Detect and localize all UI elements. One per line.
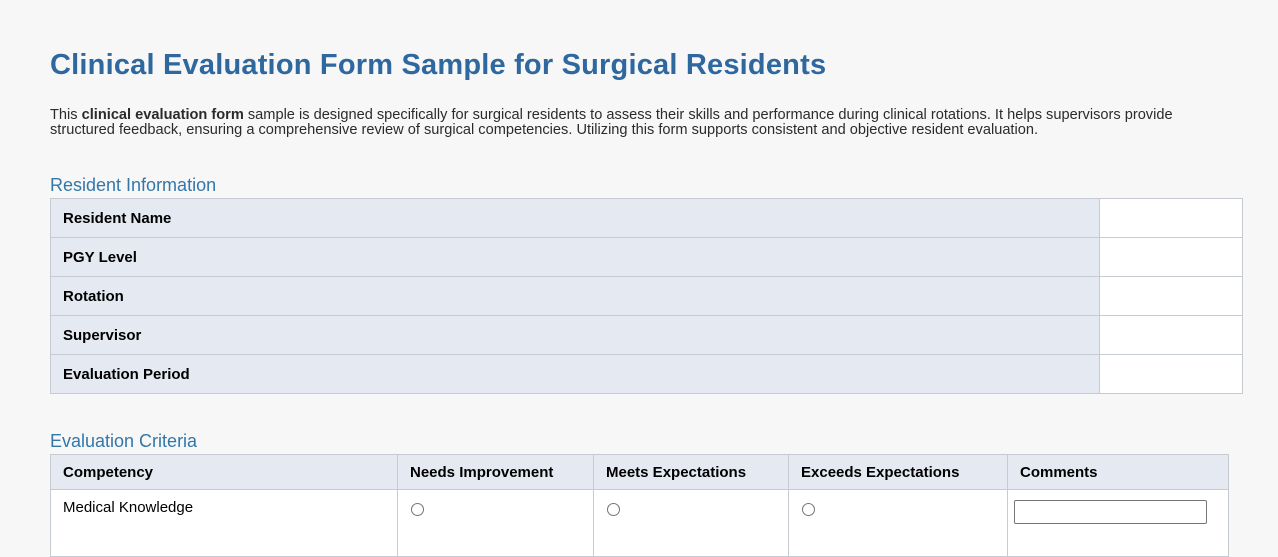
field-label-rotation: Rotation [50,276,1100,317]
resident-information-table: Resident Name PGY Level Rotation Supervi… [50,198,1243,395]
section-heading-evaluation-criteria: Evaluation Criteria [50,431,198,452]
field-value-evaluation-period[interactable] [1099,354,1243,395]
table-row: Evaluation Period [50,354,1243,395]
intro-paragraph: This clinical evaluation form sample is … [50,107,1228,139]
needs-improvement-radio[interactable] [411,503,424,517]
table-row: Supervisor [50,315,1243,356]
meets-expectations-cell [593,489,789,557]
intro-text-post: sample is designed specifically for surg… [50,107,1173,139]
criteria-row-medical-knowledge: Medical Knowledge [50,489,1229,557]
table-row: Resident Name [50,198,1243,239]
column-header-comments: Comments [1007,454,1229,491]
intro-text-bold: clinical evaluation form [81,107,244,123]
needs-improvement-cell [397,489,594,557]
page-title: Clinical Evaluation Form Sample for Surg… [50,49,827,81]
field-label-evaluation-period: Evaluation Period [50,354,1100,395]
table-row: Rotation [50,276,1243,317]
intro-text-pre: This [50,107,82,123]
comments-input[interactable] [1014,500,1207,525]
criteria-header-row: Competency Needs Improvement Meets Expec… [50,454,1229,491]
exceeds-expectations-radio[interactable] [802,503,815,517]
field-label-resident-name: Resident Name [50,198,1100,239]
table-row: PGY Level [50,237,1243,278]
meets-expectations-radio[interactable] [607,503,620,517]
competency-label: Medical Knowledge [50,489,398,557]
column-header-meets-expectations: Meets Expectations [593,454,789,491]
comments-cell [1007,489,1229,557]
evaluation-criteria-table: Competency Needs Improvement Meets Expec… [50,454,1229,557]
form-page: Clinical Evaluation Form Sample for Surg… [50,49,1243,557]
section-heading-resident-information: Resident Information [50,175,217,196]
field-label-pgy-level: PGY Level [50,237,1100,278]
column-header-exceeds-expectations: Exceeds Expectations [788,454,1008,491]
field-value-resident-name[interactable] [1099,198,1243,239]
exceeds-expectations-cell [788,489,1008,557]
column-header-needs-improvement: Needs Improvement [397,454,594,491]
field-value-rotation[interactable] [1099,276,1243,317]
field-value-supervisor[interactable] [1099,315,1243,356]
field-value-pgy-level[interactable] [1099,237,1243,278]
field-label-supervisor: Supervisor [50,315,1100,356]
column-header-competency: Competency [50,454,398,491]
